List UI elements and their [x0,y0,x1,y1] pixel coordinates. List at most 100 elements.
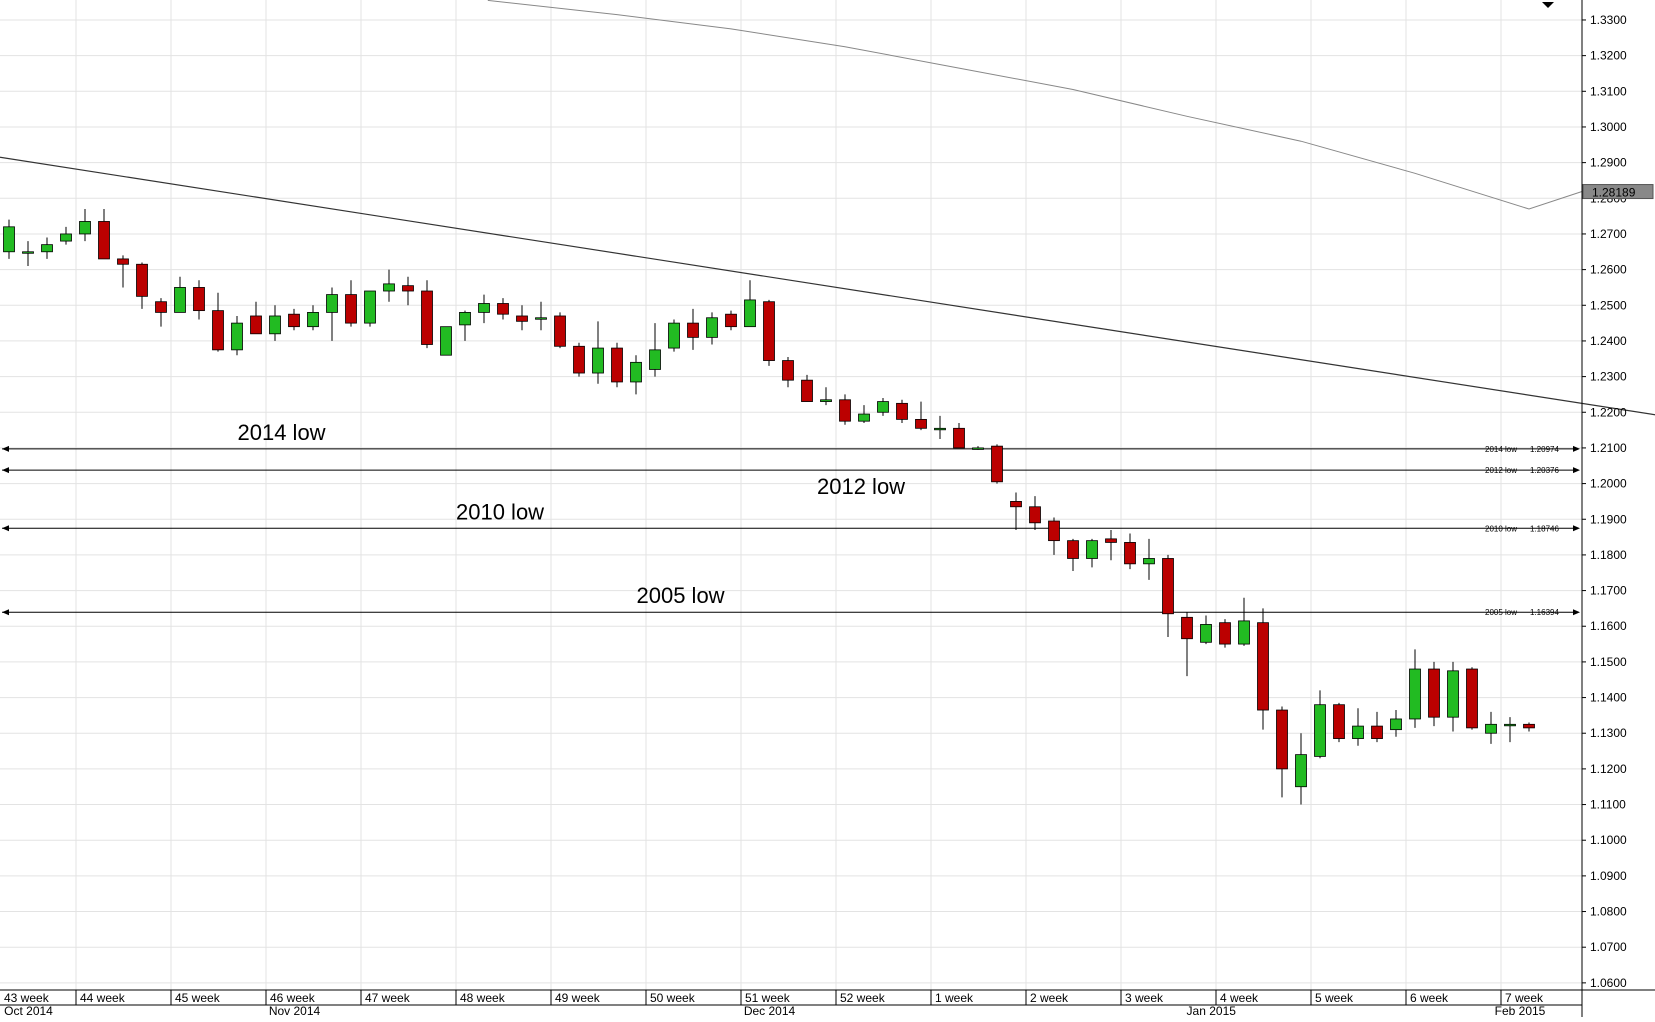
week-label: 44 week [80,991,126,1005]
support-big-label: 2014 low [238,420,326,445]
y-tick-label: 1.0800 [1590,905,1627,919]
y-axis: 1.0600 1.0700 1.0800 1.0900 1.1000 1.1100 1.12… [1542,0,1654,1017]
arrow-right-icon [1573,525,1580,532]
y-tick-label: 1.2500 [1590,298,1627,312]
week-label: 7 week [1505,991,1544,1005]
arrow-right-icon [1573,609,1580,616]
candle-bear [516,315,528,322]
week-label: 48 week [460,991,506,1005]
candle-bull [478,303,490,313]
support-small-label: 2010 low [1485,524,1517,533]
candle-bull [269,315,281,335]
x-axis: 43 week 44 week 45 week 46 week 47 week 48 we… [0,989,1655,1018]
candle-bull [820,399,832,402]
y-tick-label: 1.1700 [1590,584,1627,598]
moving-average-line [487,0,1583,210]
candle-bear [497,303,509,315]
support-big-label: 2010 low [456,499,544,524]
candle-bull [307,312,319,328]
candle-bear [1333,704,1345,739]
support-value-label: 1.20974 [1530,445,1559,454]
candle-bear [1029,506,1041,524]
candle-bull [972,447,984,450]
candle-bear [725,313,737,328]
candle-bear [782,360,794,381]
week-label: 47 week [365,991,411,1005]
candle-bear [193,287,205,312]
week-label: 50 week [650,991,696,1005]
candle-bear [554,315,566,347]
support-big-label: 2005 low [637,583,725,608]
y-tick-label: 1.0600 [1590,976,1627,990]
y-tick-label: 1.2300 [1590,370,1627,384]
support-value-label: 1.20376 [1530,466,1559,475]
candle-bull [1295,754,1307,788]
y-tick-label: 1.3300 [1590,13,1627,27]
candle-bull [174,287,186,313]
y-tick-label: 1.1100 [1590,798,1626,812]
week-label: 4 week [1220,991,1259,1005]
candle-bull [79,221,91,235]
candle-bear [1466,668,1478,729]
y-tick-label: 1.1900 [1590,512,1627,526]
candle-bear [1048,520,1060,542]
candle-bull [326,294,338,313]
y-tick-label: 1.2600 [1590,263,1627,277]
support-small-label: 2012 low [1485,466,1517,475]
chevron-down-icon [1542,2,1554,8]
candles [3,208,1535,805]
candle-bull [1314,704,1326,757]
candle-bull [364,290,376,324]
candle-bear [915,418,927,429]
candle-bear [839,399,851,422]
candle-bull [1352,725,1364,739]
candle-bear [687,322,699,338]
candle-bear [1371,725,1383,739]
y-tick-label: 1.2400 [1590,334,1627,348]
y-tick-label: 1.1400 [1590,691,1627,705]
candle-bull [535,317,547,320]
week-label: 52 week [840,991,886,1005]
candle-bull [706,317,718,338]
y-tick-label: 1.2900 [1590,156,1627,170]
candle-bear [896,402,908,420]
candle-bull [1485,723,1497,734]
month-label: Feb 2015 [1495,1004,1546,1017]
support-small-label: 2005 low [1485,608,1517,617]
arrow-left-icon [2,445,9,452]
candle-bear [953,427,965,449]
candle-bull [459,312,471,326]
candle-bear [991,445,1003,483]
y-tick-label: 1.3000 [1590,120,1627,134]
candle-bull [22,251,34,254]
arrow-left-icon [2,609,9,616]
candle-bull [858,413,870,422]
candle-bear [155,301,167,313]
arrow-left-icon [2,467,9,474]
candle-bear [421,290,433,345]
week-label: 6 week [1410,991,1449,1005]
arrow-right-icon [1573,445,1580,452]
arrow-right-icon [1573,467,1580,474]
candle-bear [345,294,357,324]
week-label: 43 week [4,991,50,1005]
trendline [0,156,1655,416]
candle-bear [573,345,585,374]
candle-bear [136,263,148,297]
candle-bull [231,322,243,351]
candle-bear [117,258,129,265]
candle-bear [801,379,813,402]
current-value-box [1582,184,1654,200]
candle-bear [1105,538,1117,543]
y-tick-label: 1.2100 [1590,441,1627,455]
y-tick-label: 1.1300 [1590,726,1627,740]
candle-bull [630,361,642,383]
month-label: Nov 2014 [269,1004,321,1017]
week-label: 45 week [175,991,221,1005]
candle-bull [60,233,72,242]
candle-bull [440,326,452,356]
week-label: 49 week [555,991,601,1005]
week-label: 51 week [745,991,791,1005]
y-tick-label: 1.1800 [1590,548,1627,562]
month-label: Oct 2014 [4,1004,53,1017]
